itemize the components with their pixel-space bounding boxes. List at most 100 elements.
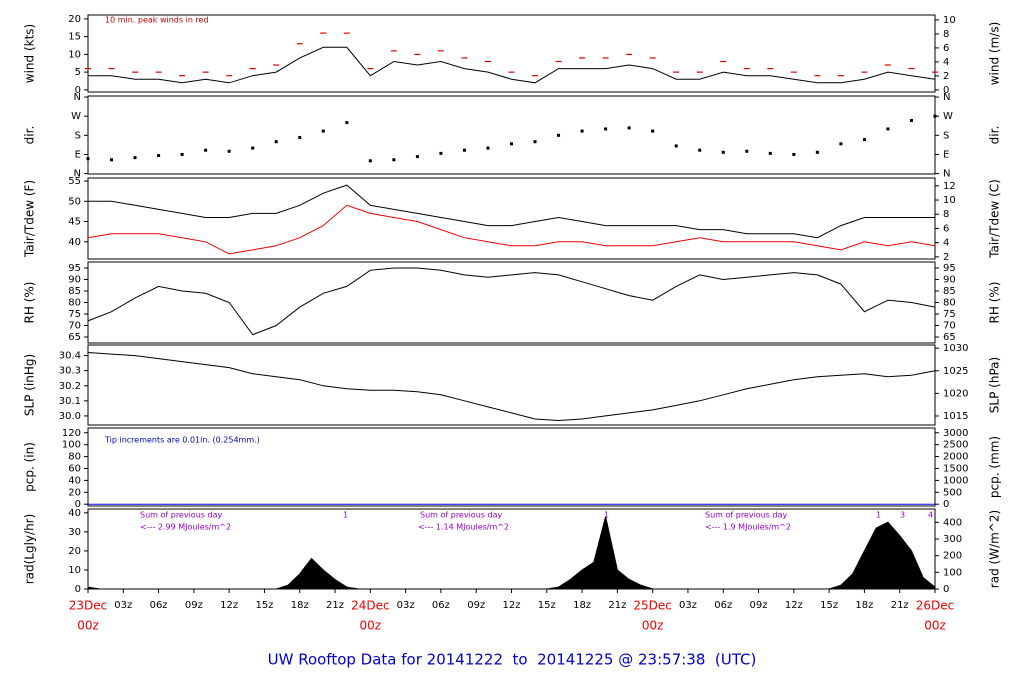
y-axis-label: pcp. (in): [23, 442, 37, 492]
y2-tick-label: 95: [943, 263, 956, 274]
y-tick-label: 30: [68, 527, 81, 538]
point: [604, 127, 608, 131]
y2-tick-label: N: [943, 92, 950, 103]
y2-tick-label: 0: [943, 499, 949, 510]
y-tick-label: N: [74, 169, 81, 180]
x-tick-label: 03z: [397, 600, 415, 611]
y-tick-label: E: [75, 149, 81, 160]
y2-tick-label: 400: [943, 517, 962, 528]
x-tick-label: 00z: [77, 619, 99, 633]
point: [768, 151, 772, 155]
y2-tick-label: 85: [943, 286, 956, 297]
annotation: Sum of previous day: [420, 511, 502, 520]
y-tick-label: 75: [68, 309, 81, 320]
y2-tick-label: N: [943, 169, 950, 180]
annotation: <--- 1.14 MJoules/m^2: [418, 523, 509, 532]
point: [557, 133, 561, 137]
y-tick-label: 5: [75, 67, 81, 78]
y-tick-label: W: [71, 111, 81, 122]
y-axis-label: SLP (inHg): [23, 354, 37, 416]
y-tick-label: 50: [68, 196, 81, 207]
y2-tick-label: 10: [943, 195, 956, 206]
point: [909, 118, 913, 122]
y2-tick-label: 6: [943, 223, 949, 234]
y2-tick-label: 2: [943, 252, 949, 263]
panel-frame: [87, 508, 936, 590]
point: [133, 156, 137, 160]
point: [110, 158, 114, 162]
y2-tick-label: 1000: [943, 475, 968, 486]
y-tick-label: 65: [68, 332, 81, 343]
point: [486, 146, 490, 150]
annotation: 1: [343, 511, 348, 520]
y-tick-label: 0: [75, 85, 81, 96]
point: [533, 140, 537, 144]
point: [157, 154, 161, 158]
point: [227, 149, 231, 153]
y-tick-label: 95: [68, 263, 81, 274]
x-tick-label: 21z: [891, 600, 909, 611]
y2-tick-label: S: [943, 130, 949, 141]
y2-tick-label: 1025: [943, 366, 968, 377]
point: [627, 126, 631, 130]
x-tick-label: 15z: [255, 600, 273, 611]
y-tick-label: 30.3: [59, 366, 81, 377]
annotation: 1: [876, 511, 881, 520]
point: [674, 144, 678, 148]
x-tick-label: 21z: [608, 600, 626, 611]
point: [392, 158, 396, 162]
line: [87, 352, 936, 422]
annotation: 10 min. peak winds in red: [105, 16, 209, 25]
day-label: 26Dec: [916, 599, 955, 613]
y2-tick-label: 200: [943, 551, 962, 562]
x-tick-label: 03z: [114, 600, 132, 611]
line: [88, 184, 935, 239]
point: [439, 151, 443, 155]
point: [792, 152, 796, 156]
y2-tick-label: 10: [943, 15, 956, 26]
panel-frame: [87, 95, 936, 175]
y-tick-label: 80: [68, 452, 81, 463]
point: [368, 159, 372, 163]
y2-tick-label: 3000: [943, 428, 968, 439]
x-tick-label: 18z: [855, 600, 873, 611]
y-tick-label: 10: [68, 49, 81, 60]
y-tick-label: 80: [68, 298, 81, 309]
y2-tick-label: 80: [943, 298, 956, 309]
x-tick-label: 06z: [432, 600, 450, 611]
line: [87, 204, 936, 255]
y-axis-label: RH (%): [23, 282, 37, 324]
point: [839, 142, 843, 146]
y2-tick-label: 500: [943, 487, 962, 498]
point: [298, 135, 302, 139]
y2-axis-label: Tair/Tdew (C): [988, 179, 1002, 259]
panel-frame: [87, 177, 936, 260]
point: [815, 150, 819, 154]
annotation: <--- 1.9 MJoules/m^2: [705, 523, 791, 532]
y-tick-label: 0: [75, 584, 81, 595]
annotation: 1: [604, 511, 609, 520]
point: [651, 129, 655, 133]
y-tick-label: 30.2: [59, 381, 81, 392]
point: [180, 152, 184, 156]
x-tick-label: 12z: [785, 600, 803, 611]
y-tick-label: 10: [68, 565, 81, 576]
point: [321, 129, 325, 133]
y2-tick-label: 1015: [943, 411, 968, 422]
y-tick-label: 40: [68, 237, 81, 248]
y2-tick-label: 1500: [943, 463, 968, 474]
y-tick-label: N: [74, 92, 81, 103]
point: [580, 129, 584, 133]
point: [204, 148, 208, 152]
annotation: Sum of previous day: [140, 511, 222, 520]
panel-frame: [87, 344, 936, 426]
y2-axis-label: dir.: [988, 126, 1002, 145]
point: [274, 140, 278, 144]
y-tick-label: 70: [68, 321, 81, 332]
y2-tick-label: 2500: [943, 440, 968, 451]
y2-tick-label: 75: [943, 309, 956, 320]
y-tick-label: 20: [68, 487, 81, 498]
panel-frame: [87, 427, 936, 507]
y-tick-label: 30.4: [59, 351, 81, 362]
x-tick-label: 09z: [750, 600, 768, 611]
